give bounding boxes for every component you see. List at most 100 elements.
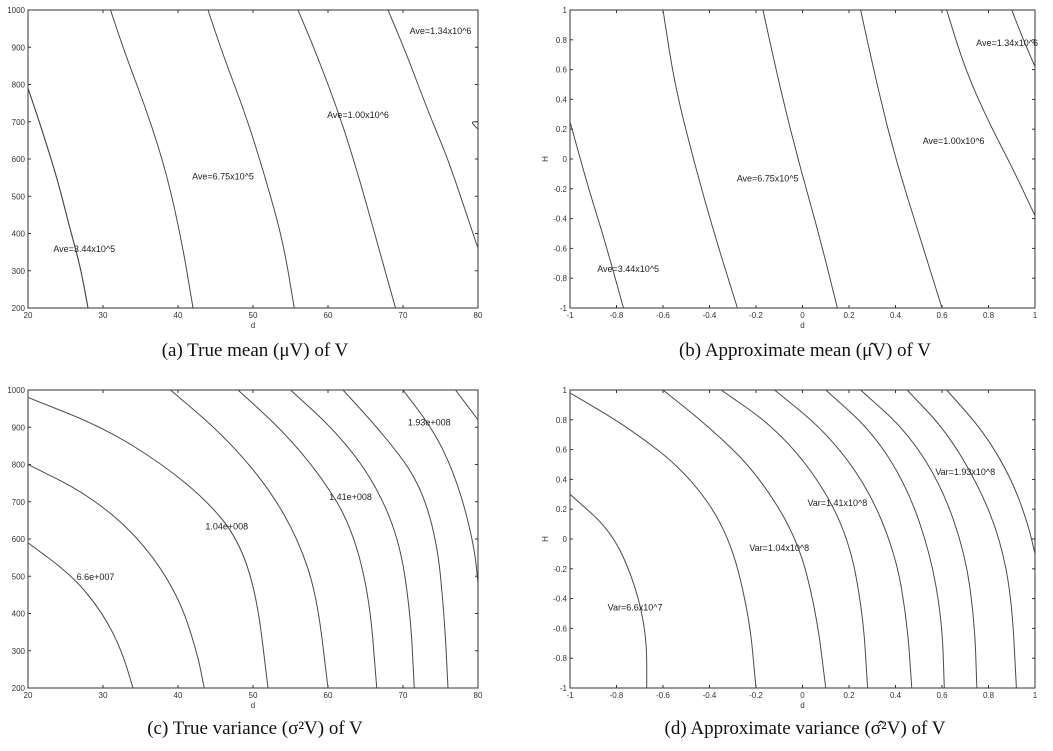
contour-label: Var=6.6x10^7 (608, 603, 663, 613)
x-tick-label: 80 (474, 691, 483, 700)
contour-line (290, 390, 415, 688)
y-tick-label: 0.4 (556, 475, 568, 484)
x-tick-label: 0 (800, 311, 805, 320)
x-tick-label: -0.2 (749, 311, 763, 320)
contour-label: Ave=3.44x10^5 (53, 244, 115, 254)
x-tick-label: 0.8 (983, 311, 995, 320)
panel-a: 20 30 40 50 60 70 80 200 300 400 500 600 700 800 900 10… (0, 0, 500, 330)
contour-label: 6.6e+007 (77, 572, 115, 582)
x-tick-label: 70 (399, 311, 408, 320)
x-tick-label: 20 (24, 691, 33, 700)
y-tick-label: -0.2 (553, 185, 567, 194)
contour-group (570, 10, 1035, 308)
x-tick-label: 80 (474, 311, 483, 320)
contour-line (774, 390, 913, 688)
y-tick-label: 300 (12, 267, 26, 276)
y-tick-label: 600 (12, 535, 26, 544)
x-axis-label: d (251, 701, 255, 710)
x-tick-label: 1 (1033, 311, 1038, 320)
x-axis-label: d (800, 701, 804, 710)
x-tick-label: -0.6 (656, 311, 670, 320)
y-tick-label: -0.8 (553, 654, 567, 663)
x-tick-label: 60 (324, 311, 333, 320)
x-tick-label: 20 (24, 311, 33, 320)
contour-label: Var=1.04x10^8 (749, 543, 809, 553)
y-tick-label: 0 (563, 155, 568, 164)
contour-label: Ave=1.00x10^6 (923, 136, 985, 146)
contour-group (570, 390, 1035, 688)
chart-true-variance: 20 30 40 50 60 70 80 200 300 400 500 600 700 800 900 10… (7, 386, 483, 710)
contour-line (860, 10, 943, 308)
contour-line (762, 10, 838, 308)
contour-line (825, 390, 945, 688)
chart-true-mean: 20 30 40 50 60 70 80 200 300 400 500 600 700 800 900 10… (7, 6, 483, 330)
contour-line (28, 396, 269, 688)
contour-label: Var=1.41x10^8 (807, 498, 867, 508)
contour-line (946, 10, 1035, 216)
contour-line (906, 390, 1017, 688)
y-tick-label: -1 (560, 304, 568, 313)
contour-line (860, 390, 978, 688)
contour-label: Ave=1.34x10^6 (976, 38, 1038, 48)
y-tick-label: -0.6 (553, 624, 567, 633)
x-tick-label: 50 (249, 311, 258, 320)
contour-label: 1.04e+008 (205, 522, 248, 532)
contour-label: Ave=1.34x10^6 (410, 26, 472, 36)
contour-line (342, 390, 449, 688)
panel-c: 20 30 40 50 60 70 80 200 300 400 500 600 700 800 900 10… (0, 380, 500, 710)
contour-line (237, 390, 378, 688)
x-tick-label: 30 (99, 691, 108, 700)
x-tick-label: -0.8 (610, 311, 624, 320)
contour-line (720, 390, 869, 688)
y-axis-label: H (541, 156, 550, 162)
x-tick-label: 1 (1033, 691, 1038, 700)
y-tick-label: 0.8 (556, 36, 568, 45)
contour-label: Var=1.93x10^8 (935, 467, 995, 477)
y-tick-label: 1000 (7, 386, 25, 395)
x-tick-label: 40 (174, 691, 183, 700)
x-tick-label: -0.2 (749, 691, 763, 700)
contour-line (402, 390, 478, 584)
chart-approx-variance: -1 -0.8 -0.6 -0.4 -0.2 0 0.2 0.4 0.6 0.8 1 -1 -0.8 -0… (541, 386, 1038, 710)
contour-line (570, 392, 757, 688)
x-tick-label: 30 (99, 311, 108, 320)
y-tick-label: 1 (563, 6, 568, 15)
contour-label: Ave=6.75x10^5 (192, 171, 254, 181)
x-tick-label: 0 (800, 691, 805, 700)
contour-line (207, 10, 295, 308)
caption-d: (d) Approximate variance (σ̂²V) of V (664, 718, 946, 739)
chart-approx-mean: -1 -0.8 -0.6 -0.4 -0.2 0 0.2 0.4 0.6 0.8 1 -1 -0.8 -0… (541, 6, 1038, 330)
x-tick-label: -0.4 (703, 311, 717, 320)
contour-line (28, 542, 134, 688)
y-tick-label: 1000 (7, 6, 25, 15)
y-tick-label: 0.4 (556, 95, 568, 104)
x-tick-label: -1 (566, 691, 574, 700)
x-tick-label: -1 (566, 311, 574, 320)
contour-line (662, 390, 827, 688)
x-tick-label: 60 (324, 691, 333, 700)
y-tick-label: 500 (12, 192, 26, 201)
contour-line (170, 390, 329, 688)
plot-frame (569, 389, 1036, 689)
plot-frame (27, 389, 479, 689)
x-tick-label: 70 (399, 691, 408, 700)
x-axis-label: d (251, 321, 255, 330)
plot-frame (27, 9, 479, 309)
y-tick-label: 700 (12, 118, 26, 127)
x-tick-label: -0.4 (703, 691, 717, 700)
contour-line (387, 10, 478, 249)
y-tick-label: 0.6 (556, 66, 568, 75)
y-tick-label: 300 (12, 647, 26, 656)
contour-line (297, 10, 396, 308)
x-tick-label: 0.8 (983, 691, 995, 700)
contour-line (110, 10, 194, 308)
contour-label: 1.41e+008 (329, 492, 372, 502)
x-tick-label: 0.4 (890, 311, 902, 320)
y-tick-label: 0.6 (556, 446, 568, 455)
contour-line (570, 493, 648, 688)
y-tick-label: 0.2 (556, 125, 568, 134)
x-tick-label: 50 (249, 691, 258, 700)
x-axis-label: d (800, 321, 804, 330)
y-tick-label: 1 (563, 386, 568, 395)
contour-label: Ave=3.44x10^5 (597, 264, 659, 274)
